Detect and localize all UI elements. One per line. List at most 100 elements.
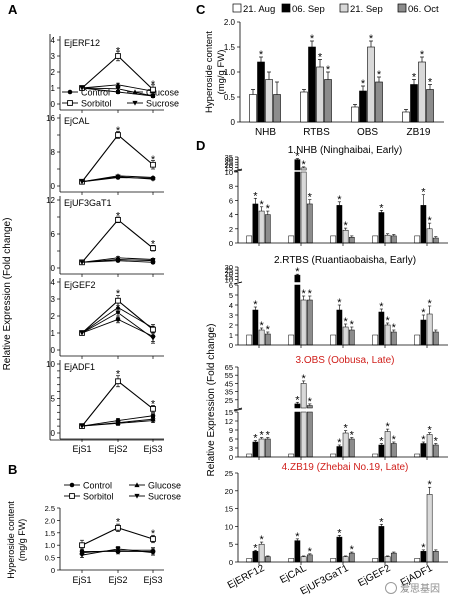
y-tick-label: 12 — [225, 417, 233, 426]
data-point — [79, 85, 85, 91]
data-point — [79, 424, 85, 429]
series-line — [81, 219, 154, 263]
x-tick-label: EjS3 — [143, 575, 162, 585]
significance-star: * — [434, 436, 439, 448]
subplot-label: EjADF1 — [64, 362, 95, 372]
y-tick-label: 1.0 — [45, 541, 55, 550]
significance-star: * — [361, 78, 366, 90]
legend-swatch — [281, 3, 291, 13]
significance-star: * — [392, 434, 397, 446]
legend-marker — [67, 100, 73, 106]
bar — [316, 66, 324, 123]
y-tick-label: 55 — [225, 371, 233, 380]
bar — [273, 94, 281, 123]
y-tick-label: 0 — [51, 264, 56, 273]
bar — [420, 205, 427, 244]
bar — [336, 536, 343, 563]
bar — [390, 552, 397, 563]
significance-star: * — [343, 423, 348, 435]
significance-star: * — [350, 319, 355, 331]
bar — [264, 556, 271, 563]
data-point — [79, 330, 85, 336]
x-tick-label: EjCAL — [278, 563, 309, 586]
bar — [258, 329, 265, 346]
bar — [306, 203, 313, 244]
significance-star: * — [253, 433, 258, 445]
significance-star: * — [266, 324, 271, 336]
bar — [418, 61, 426, 123]
significance-star: * — [350, 430, 355, 442]
bar — [306, 299, 313, 346]
bar — [375, 81, 383, 123]
bar — [378, 212, 385, 244]
data-point — [150, 326, 156, 333]
y-tick-label: 5 — [229, 291, 233, 300]
legend-label: Glucose — [146, 88, 179, 98]
significance-star: * — [116, 369, 121, 381]
significance-star: * — [427, 215, 432, 227]
bar — [367, 46, 375, 123]
y-tick-label: 25 — [225, 266, 233, 275]
y-tick-label: 1 — [51, 329, 56, 338]
panel-c-ylabel: Hyperoside content — [204, 31, 215, 113]
significance-star: * — [420, 49, 425, 61]
y-tick-label: 3 — [51, 295, 56, 304]
bar — [308, 46, 316, 123]
y-tick-label: 20 — [225, 161, 233, 170]
x-tick-label: ZB19 — [407, 127, 431, 138]
data-point — [150, 418, 156, 424]
y-tick-label: 2.0 — [45, 516, 55, 525]
legend-marker — [69, 493, 75, 499]
significance-star: * — [295, 266, 300, 278]
data-point — [79, 542, 85, 549]
significance-star: * — [385, 421, 390, 433]
panel-label-b: B — [8, 462, 17, 477]
axis-break — [233, 407, 243, 411]
significance-star: * — [379, 301, 384, 313]
y-tick-label: 9 — [229, 426, 233, 435]
significance-star: * — [337, 194, 342, 206]
bar — [348, 438, 355, 458]
bar — [265, 79, 273, 123]
y-tick-label: 8 — [229, 182, 233, 191]
y-tick-label: 15 — [225, 408, 233, 417]
bar — [300, 383, 307, 409]
y-tick-label: 30 — [225, 156, 233, 165]
panel-b-ylabel: Hyperoside content — [6, 501, 16, 579]
panel-d-ylabel: Relative Expression (Fold change) — [206, 324, 217, 477]
y-tick-label: 25 — [225, 158, 233, 167]
significance-star: * — [310, 33, 315, 45]
y-tick-label: 10 — [225, 522, 233, 531]
legend-label: Control — [83, 481, 112, 491]
significance-star: * — [337, 297, 342, 309]
bar — [246, 235, 253, 244]
legend-marker — [67, 89, 73, 95]
bar — [288, 235, 295, 244]
legend-marker — [132, 100, 138, 106]
panel-label-a: A — [8, 2, 18, 17]
x-tick-label: EjS1 — [72, 444, 91, 454]
y-tick-label: 10 — [46, 360, 55, 369]
legend-label: Control — [81, 88, 110, 98]
x-tick-label: EjERF12 — [226, 563, 267, 592]
significance-star: * — [343, 220, 348, 232]
x-tick-label: EjUF3GaT1 — [299, 563, 351, 598]
significance-star: * — [116, 288, 121, 300]
legend-label: Glucose — [148, 481, 181, 491]
y-tick-label: 6 — [51, 230, 56, 239]
significance-star: * — [259, 534, 264, 546]
significance-star: * — [377, 69, 382, 81]
significance-star: * — [421, 307, 426, 319]
y-tick-label: 4 — [51, 36, 56, 45]
bar — [390, 235, 397, 244]
bar — [288, 453, 295, 458]
significance-star: * — [253, 190, 258, 202]
bar — [432, 237, 439, 244]
subplot-title: 1.NHB (Ninghaibai, Early) — [288, 145, 403, 156]
bar — [372, 453, 379, 458]
bar — [246, 453, 253, 458]
significance-star: * — [343, 316, 348, 328]
y-tick-label: 45 — [225, 379, 233, 388]
legend-marker — [134, 482, 140, 488]
data-point — [79, 260, 85, 265]
